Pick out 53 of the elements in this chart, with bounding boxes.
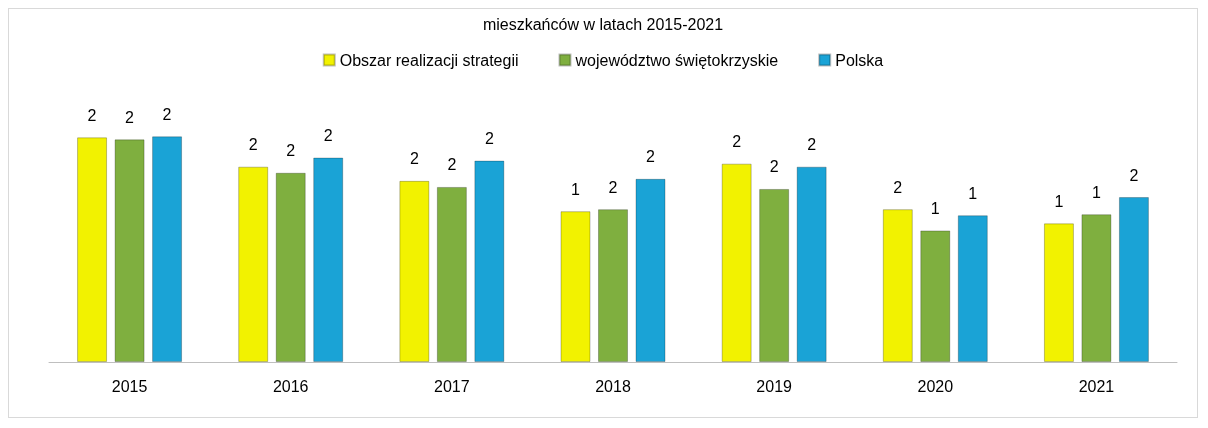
legend-label: województwo świętokrzyskie <box>574 51 779 69</box>
bar <box>1043 223 1074 362</box>
x-tick-label: 2021 <box>1078 377 1115 395</box>
data-label: 1 <box>571 180 581 198</box>
bar <box>721 163 752 362</box>
legend-label: Polska <box>835 51 884 69</box>
x-tick-label: 2015 <box>111 377 148 395</box>
bar <box>882 209 913 362</box>
data-label: 2 <box>807 136 817 154</box>
x-tick-label: 2016 <box>272 377 309 395</box>
data-label: 2 <box>286 142 296 160</box>
bar <box>598 209 628 362</box>
x-tick-label: 2018 <box>595 377 631 395</box>
chart-title: mieszkańców w latach 2015-2021 <box>482 15 724 33</box>
bar <box>399 180 430 362</box>
bar <box>796 166 827 362</box>
bar <box>275 172 306 362</box>
data-label: 2 <box>484 130 494 148</box>
data-label: 1 <box>968 184 978 202</box>
data-label: 1 <box>930 199 940 217</box>
bar <box>635 178 666 362</box>
bar <box>238 166 269 362</box>
data-label: 2 <box>323 127 333 145</box>
data-label: 2 <box>732 133 742 151</box>
bar <box>152 136 183 362</box>
bar <box>560 211 591 362</box>
data-label: 2 <box>893 178 903 196</box>
data-label: 2 <box>162 105 172 123</box>
data-label: 2 <box>409 150 419 168</box>
bar <box>1081 214 1112 362</box>
bar <box>957 215 988 362</box>
legend-label: Obszar realizacji strategii <box>339 51 519 69</box>
data-label: 2 <box>87 106 97 124</box>
data-label: 2 <box>447 156 457 174</box>
data-label: 2 <box>608 178 618 196</box>
data-label: 2 <box>769 158 779 176</box>
bar <box>313 157 344 362</box>
bar <box>77 137 108 362</box>
x-tick-label: 2017 <box>434 377 470 395</box>
data-label: 2 <box>248 136 258 154</box>
data-label: 2 <box>1129 166 1139 184</box>
data-label: 1 <box>1091 183 1101 201</box>
bar <box>114 139 145 362</box>
bar <box>436 186 467 362</box>
x-tick-label: 2020 <box>917 377 954 395</box>
bar <box>1118 197 1149 362</box>
x-tick-label: 2019 <box>756 377 793 395</box>
data-label: 2 <box>125 108 135 126</box>
bar <box>474 160 505 362</box>
bar <box>920 230 951 362</box>
data-label: 2 <box>646 148 656 166</box>
bar <box>759 188 790 362</box>
data-label: 1 <box>1054 192 1064 210</box>
